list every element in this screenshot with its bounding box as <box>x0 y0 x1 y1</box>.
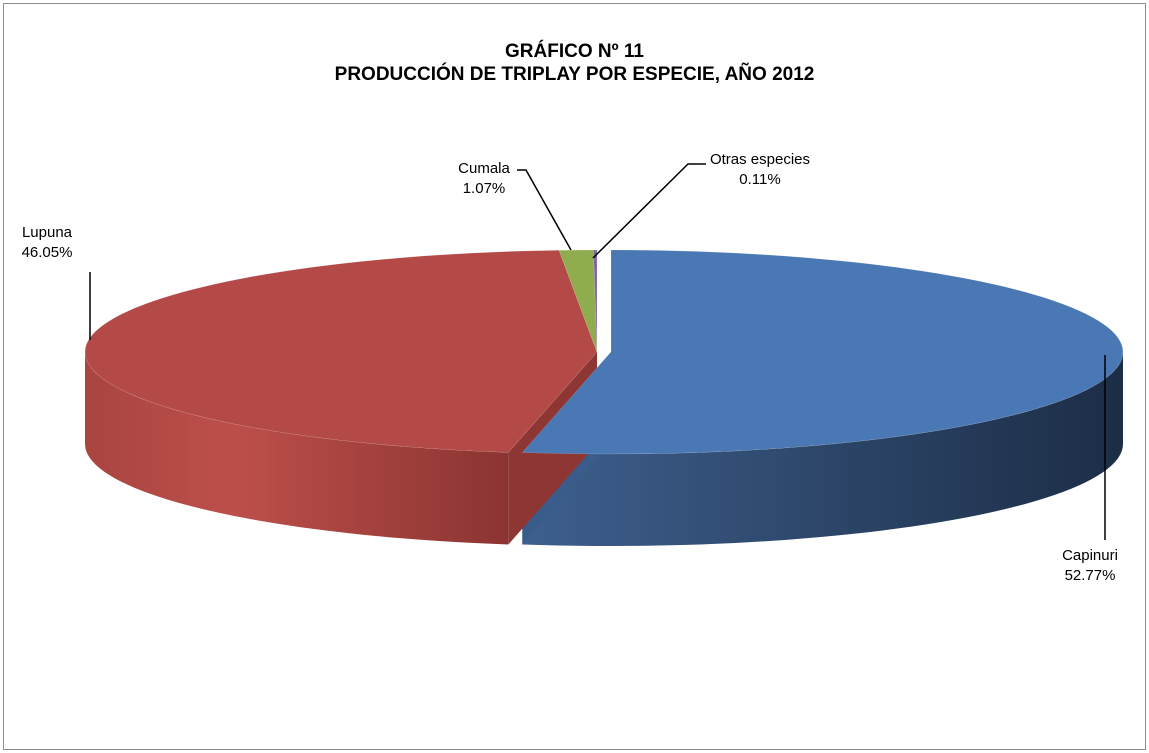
pie-slice-otras-especies <box>593 249 598 353</box>
pie-slice-capinuri <box>521 249 1124 455</box>
chart-title-line-1: GRÁFICO Nº 11 <box>505 41 644 62</box>
leader-line-otras-especies <box>592 163 706 259</box>
slice-label-lupuna: Lupuna <box>22 224 73 241</box>
slice-percent-otras-especies: 0.11% <box>739 171 780 188</box>
pie-side-lupuna <box>85 352 509 545</box>
slice-percent-capinuri: 52.77% <box>1065 567 1116 584</box>
slice-percent-cumala: 1.07% <box>463 180 506 197</box>
slice-label-capinuri: Capinuri <box>1062 547 1118 564</box>
slice-percent-lupuna: 46.05% <box>22 244 73 261</box>
slice-label-otras-especies: Otras especies <box>710 151 810 168</box>
slice-label-cumala: Cumala <box>458 160 510 177</box>
chart-title-line-2: PRODUCCIÓN DE TRIPLAY POR ESPECIE, AÑO 2… <box>334 64 815 85</box>
pie-slice-lupuna <box>84 250 598 453</box>
pie-slice-cumala <box>558 249 598 353</box>
chart-title: GRÁFICO Nº 11 PRODUCCIÓN DE TRIPLAY POR … <box>0 40 1149 86</box>
pie-side-capinuri <box>522 352 1123 546</box>
leader-line-cumala <box>517 169 572 251</box>
